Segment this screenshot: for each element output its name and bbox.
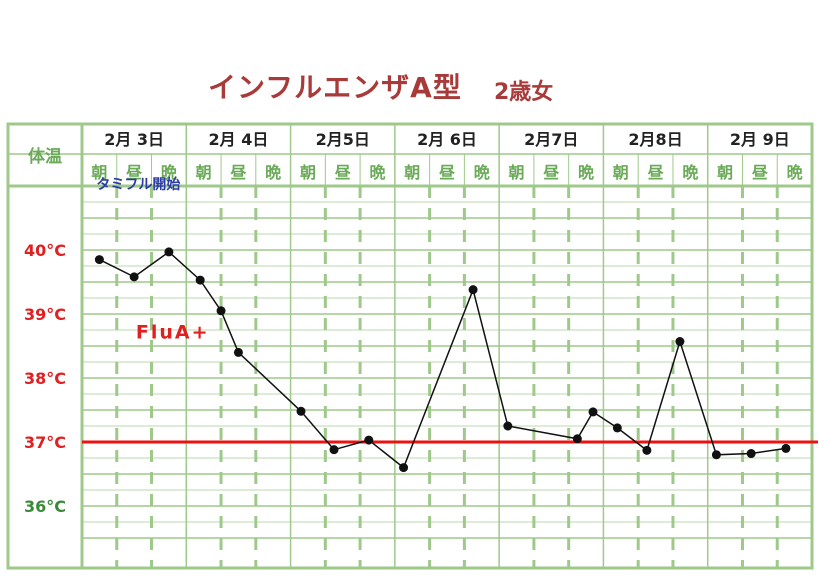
period-label: 晩 xyxy=(265,163,281,182)
annotation-label: FluA+ xyxy=(136,321,210,343)
period-label: 昼 xyxy=(125,163,143,182)
temperature-point xyxy=(781,443,791,453)
temperature-point xyxy=(296,406,306,416)
day-label: 2月 4日 xyxy=(209,130,269,149)
y-tick-label: 40°C xyxy=(24,241,66,260)
temperature-point xyxy=(503,421,513,431)
axis-layer: 体温 40°C 39°C 38°C 37°C 36°C xyxy=(24,146,66,516)
temperature-point xyxy=(746,449,756,459)
header-layer: 2月 3日朝昼晩2月 4日朝昼晩2月5日朝昼晩2月 6日朝昼晩2月7日朝昼晩2月… xyxy=(91,130,802,182)
temperature-point xyxy=(216,306,226,316)
y-tick-label: 36°C xyxy=(24,497,66,516)
period-label: 朝 xyxy=(717,163,733,182)
day-label: 2月 6日 xyxy=(417,130,477,149)
period-label: 昼 xyxy=(334,163,352,182)
day-label: 2月8日 xyxy=(628,130,682,149)
day-label: 2月5日 xyxy=(316,130,370,149)
period-label: 晩 xyxy=(682,163,698,182)
temperature-point xyxy=(364,435,374,445)
temperature-point xyxy=(233,347,243,357)
temperature-point xyxy=(164,247,174,257)
temperature-point xyxy=(711,450,721,460)
temperature-point xyxy=(588,407,598,417)
period-label: 朝 xyxy=(613,163,629,182)
period-label: 昼 xyxy=(542,163,560,182)
period-label: 朝 xyxy=(300,163,316,182)
period-label: 晩 xyxy=(369,163,385,182)
period-label: 朝 xyxy=(404,163,420,182)
day-label: 2月 3日 xyxy=(104,130,164,149)
temperature-point xyxy=(399,463,409,473)
y-tick-label: 39°C xyxy=(24,305,66,324)
y-tick-label: 38°C xyxy=(24,369,66,388)
temperature-point xyxy=(468,285,478,295)
period-label: 朝 xyxy=(91,163,107,182)
temperature-point xyxy=(195,275,205,285)
period-label: 朝 xyxy=(196,163,212,182)
period-label: 晩 xyxy=(578,163,594,182)
period-label: 昼 xyxy=(229,163,247,182)
annotation-label: タミフル開始 xyxy=(96,176,180,193)
chart-title: インフルエンザA型 xyxy=(208,71,462,104)
day-label: 2月 9日 xyxy=(730,130,790,149)
series-layer xyxy=(82,247,818,473)
period-label: 昼 xyxy=(751,163,769,182)
period-label: 昼 xyxy=(438,163,456,182)
chart-subtitle: 2歳女 xyxy=(494,80,554,105)
temperature-point xyxy=(675,337,685,347)
period-label: 晩 xyxy=(474,163,490,182)
temperature-point xyxy=(642,445,652,455)
period-label: 朝 xyxy=(509,163,525,182)
period-label: 晩 xyxy=(787,163,803,182)
y-axis-title: 体温 xyxy=(28,146,62,167)
period-label: 昼 xyxy=(647,163,665,182)
temperature-point xyxy=(94,255,104,265)
day-label: 2月7日 xyxy=(524,130,578,149)
period-label: 晩 xyxy=(161,163,177,182)
annotation-layer: タミフル開始 FluA+ xyxy=(96,176,210,343)
temperature-point xyxy=(129,272,139,282)
y-tick-label: 37°C xyxy=(24,433,66,452)
temperature-line xyxy=(99,250,787,469)
temperature-point xyxy=(329,445,339,455)
temperature-point xyxy=(572,434,582,444)
temperature-point xyxy=(612,423,622,433)
